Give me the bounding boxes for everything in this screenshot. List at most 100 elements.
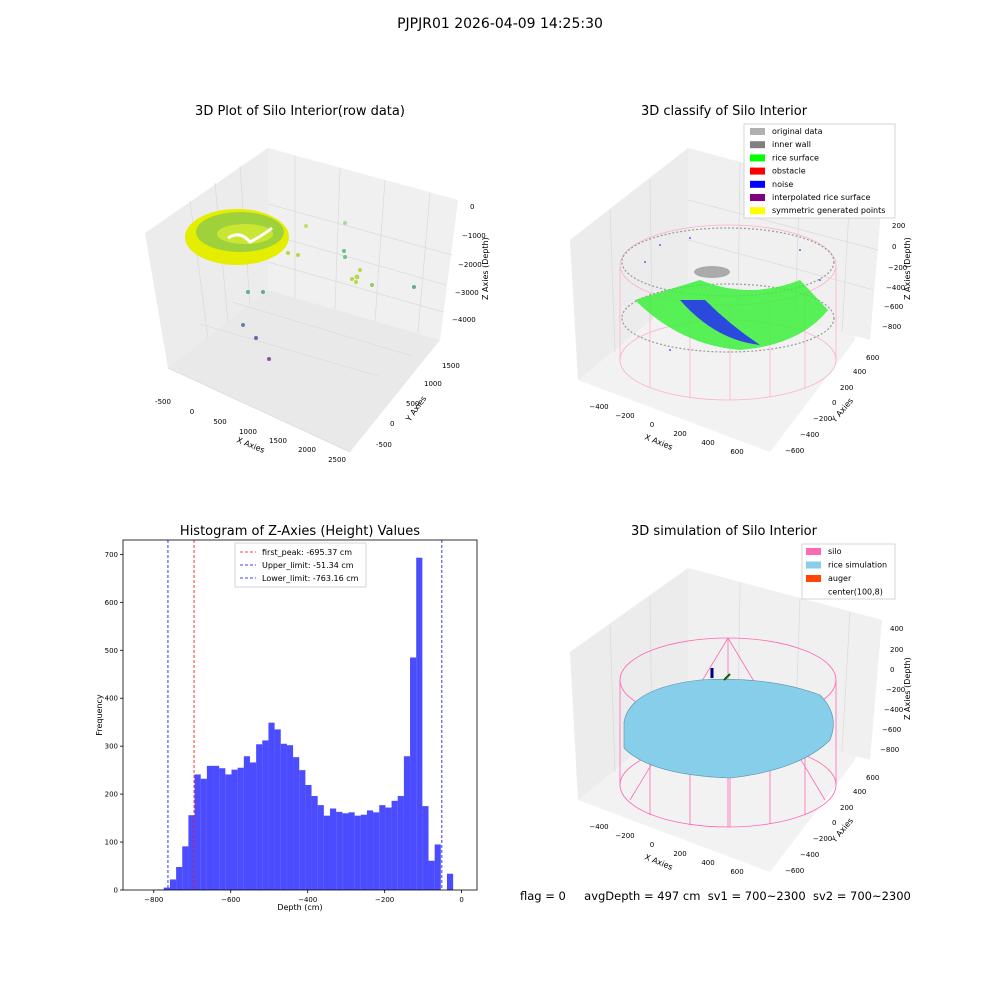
histogram-bar <box>403 756 411 890</box>
histogram-y-tick-label: 100 <box>105 839 118 847</box>
classify-ztick: 200 <box>892 222 905 230</box>
histogram-bar <box>391 800 398 890</box>
raw-ytick: 500 <box>406 400 419 408</box>
raw-ylabel: Y Axies <box>404 394 429 424</box>
simulation-ztick: 400 <box>890 625 903 633</box>
classify-ztick: −400 <box>886 284 905 292</box>
legend-label: obstacle <box>772 167 806 176</box>
classify-xtick: 200 <box>673 430 686 438</box>
classify-ytick: −600 <box>785 447 804 455</box>
histogram-bar <box>354 815 361 890</box>
legend-label: symmetric generated points <box>772 206 885 215</box>
legend-swatch <box>750 194 765 201</box>
simulation-ztick: −200 <box>886 686 905 694</box>
simulation-ytick: −200 <box>813 835 832 843</box>
histogram-bar <box>336 811 343 890</box>
legend-label: noise <box>772 180 793 189</box>
histogram-ylabel: Frequency <box>95 694 104 736</box>
simulation-plot-title: 3D simulation of Silo Interior <box>631 524 817 539</box>
histogram-bar <box>249 762 257 890</box>
classify-noise <box>680 300 760 345</box>
histogram-y-tick-label: 600 <box>105 599 118 607</box>
raw-xlabel: X Axies <box>235 436 266 455</box>
legend-swatch <box>750 141 765 149</box>
raw-ztick: −3000 <box>455 289 479 297</box>
histogram-bar <box>360 814 367 890</box>
histogram-bar <box>188 815 195 890</box>
classify-xtick: 600 <box>730 448 743 456</box>
classify-ztick: −200 <box>888 264 907 272</box>
histogram-bar <box>410 657 417 890</box>
legend-label: rice surface <box>772 153 819 162</box>
classify-xtick: −400 <box>589 403 608 411</box>
histogram-bar <box>280 743 287 890</box>
simulation-xtick: 600 <box>730 868 743 876</box>
histogram-bar <box>366 810 374 890</box>
histogram-y-tick-label: 700 <box>105 551 118 559</box>
raw-scatter-points <box>241 221 416 361</box>
simulation-ztick: −600 <box>882 726 901 734</box>
histogram-bar <box>348 812 355 890</box>
footer-avg-depth: avgDepth = 497 cm <box>584 889 701 903</box>
legend-label: center(100,8) <box>828 588 883 597</box>
histogram-bar <box>373 812 380 890</box>
histogram-bar <box>206 765 214 890</box>
raw-zlabel: Z Axies (Depth) <box>481 237 490 300</box>
legend-swatch <box>750 128 765 135</box>
histogram-x-ticks: −800 −600 −400 −200 0 <box>144 890 464 904</box>
raw-ztick: −4000 <box>452 316 476 324</box>
classify-legend-items: original data inner wall rice surface obsta… <box>750 127 885 215</box>
legend-swatch <box>750 167 765 175</box>
histogram-y-tick-label: 200 <box>105 791 118 799</box>
histogram-x-tick-label: −600 <box>221 896 240 904</box>
histogram-bar <box>446 873 454 890</box>
raw-xtick: 1000 <box>239 428 257 436</box>
histogram-bar <box>379 805 386 890</box>
raw-xtick: -500 <box>155 398 171 406</box>
histogram-bar <box>416 557 423 890</box>
raw-ytick: 1500 <box>442 362 460 370</box>
histogram-bar <box>293 757 300 890</box>
classify-legend <box>743 123 896 219</box>
histogram-x-tick-label: −800 <box>144 896 163 904</box>
histogram-bar <box>169 879 177 890</box>
histogram-bar <box>305 785 312 890</box>
simulation-legend-items: silo rice simulation auger center(100,8) <box>806 547 887 597</box>
histogram-y-ticks: 0 100 200 300 400 500 600 700 <box>105 551 123 895</box>
simulation-xtick: 400 <box>701 859 714 867</box>
raw-xtick: 1500 <box>269 437 287 445</box>
raw-xtick: 0 <box>190 408 194 416</box>
histogram-bar <box>434 844 441 890</box>
raw-plot-title: 3D Plot of Silo Interior(row data) <box>195 104 405 119</box>
simulation-xtick: −400 <box>589 823 608 831</box>
raw-xtick: 2000 <box>298 446 316 454</box>
classify-plot-title: 3D classify of Silo Interior <box>640 104 808 119</box>
histogram-y-tick-label: 300 <box>105 743 118 751</box>
classify-rice-surface <box>635 280 828 350</box>
simulation-ztick: −400 <box>884 706 903 714</box>
legend-swatch <box>750 207 765 215</box>
histogram-reference-lines <box>167 540 443 890</box>
histogram-bar <box>286 745 294 890</box>
histogram-legend-label: Upper_limit: -51.34 cm <box>262 561 354 570</box>
histogram-bar <box>231 769 238 890</box>
classify-xtick: 400 <box>701 439 714 447</box>
simulation-xtick: −200 <box>615 832 634 840</box>
footer-flag: flag = 0 <box>520 889 566 903</box>
histogram-bar <box>243 756 250 890</box>
raw-ztick: 0 <box>470 203 474 211</box>
histogram-bar <box>200 778 207 890</box>
classify-ytick: 400 <box>853 368 866 376</box>
footer-sv1: sv1 = 700~2300 <box>707 889 806 903</box>
status-footer: flag = 0 avgDepth = 497 cm sv1 = 700~230… <box>520 889 911 903</box>
histogram-legend-label: Lower_limit: -763.16 cm <box>262 574 359 583</box>
raw-ytick: 1000 <box>424 380 442 388</box>
classify-ztick: −800 <box>882 323 901 331</box>
legend-label: auger <box>828 574 852 583</box>
classify-3d-plot: original data inner wall rice surface obsta… <box>570 123 912 456</box>
classify-zlabel: Z Axies (Depth) <box>903 237 912 300</box>
histogram-bar <box>163 887 170 890</box>
classify-xlabel: X Axies <box>643 433 674 452</box>
histogram-bar <box>219 768 226 890</box>
simulation-xlabel: X Axies <box>643 853 674 872</box>
